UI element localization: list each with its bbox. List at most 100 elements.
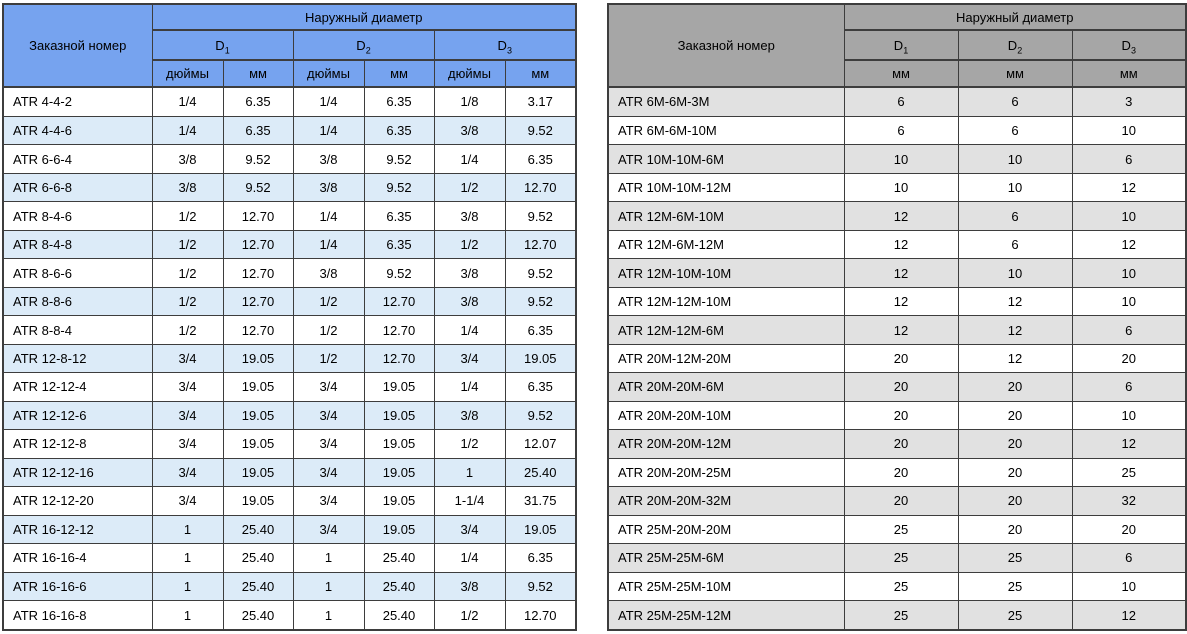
d2-mm-cell: 12 (957, 315, 1073, 345)
order-number-cell: ATR 12-8-12 (2, 343, 153, 374)
order-number-cell: ATR 10M-10M-12M (607, 172, 845, 203)
d3-mm-cell: 12 (1071, 229, 1187, 260)
d2-mm-cell: 19.05 (363, 457, 435, 488)
d1-mm-cell: 19.05 (222, 372, 294, 402)
d3-inches-cell: 1-1/4 (433, 486, 506, 516)
table-row: ATR 20M-20M-25M 20 20 25 (607, 457, 1187, 488)
table-row: ATR 4-4-6 1/4 6.35 1/4 6.35 3/8 9.52 (2, 115, 577, 146)
order-number-cell: ATR 6M-6M-3M (607, 86, 845, 117)
table-row: ATR 12-8-12 3/4 19.05 1/2 12.70 3/4 19.0… (2, 343, 577, 374)
d3-inches-cell: 3/8 (433, 201, 506, 231)
d3-mm-cell: 6.35 (504, 372, 577, 402)
order-number-cell: ATR 12-12-16 (2, 457, 153, 488)
order-number-cell: ATR 12-12-6 (2, 400, 153, 431)
d2-inches-cell: 1 (292, 600, 365, 631)
d3-inches-cell: 3/8 (433, 571, 506, 602)
d3-mm-cell: 6 (1071, 543, 1187, 573)
d2-mm-cell: 6 (957, 229, 1073, 260)
d3-mm-unit-header: мм (504, 59, 577, 88)
d2-inches-cell: 3/4 (292, 486, 365, 516)
d1-header: D1 (151, 29, 294, 61)
table-row: ATR 25M-25M-12M 25 25 12 (607, 600, 1187, 631)
d2-mm-cell: 20 (957, 372, 1073, 402)
d3-mm-cell: 12.70 (504, 172, 577, 203)
d2-mm-cell: 6.35 (363, 115, 435, 146)
d3-inches-cell: 1/4 (433, 372, 506, 402)
d2-inches-cell: 3/4 (292, 457, 365, 488)
d1-mm-cell: 6 (843, 86, 959, 117)
d1-mm-cell: 12.70 (222, 258, 294, 288)
d2-mm-cell: 6 (957, 115, 1073, 146)
order-number-cell: ATR 20M-20M-10M (607, 400, 845, 431)
d1-mm-cell: 20 (843, 372, 959, 402)
d1-mm-cell: 10 (843, 144, 959, 174)
d1-mm-cell: 25.40 (222, 543, 294, 573)
d1-inches-cell: 3/4 (151, 372, 224, 402)
d2-mm-cell: 10 (957, 258, 1073, 288)
d1-mm-cell: 25.40 (222, 571, 294, 602)
d1-mm-cell: 25 (843, 543, 959, 573)
d1-mm-cell: 25 (843, 600, 959, 631)
order-number-cell: ATR 6M-6M-10M (607, 115, 845, 146)
d1-mm-cell: 19.05 (222, 400, 294, 431)
table-row: ATR 16-16-4 1 25.40 1 25.40 1/4 6.35 (2, 543, 577, 573)
d1-header: D1 (843, 29, 959, 61)
d2-inches-cell: 1 (292, 543, 365, 573)
d3-mm-cell: 6.35 (504, 543, 577, 573)
table-row: ATR 12M-6M-10M 12 6 10 (607, 201, 1187, 231)
d1-inches-unit-header: дюймы (151, 59, 224, 88)
d2-mm-cell: 6.35 (363, 201, 435, 231)
order-number-cell: ATR 6-6-4 (2, 144, 153, 174)
d3-mm-cell: 6 (1071, 144, 1187, 174)
d2-mm-cell: 19.05 (363, 486, 435, 516)
d3-mm-cell: 31.75 (504, 486, 577, 516)
order-number-cell: ATR 12M-10M-10M (607, 258, 845, 288)
d1-mm-cell: 12 (843, 315, 959, 345)
metric-table-body: ATR 6M-6M-3M 6 6 3 ATR 6M-6M-10M 6 6 10 … (607, 86, 1187, 631)
d3-inches-cell: 3/8 (433, 286, 506, 317)
order-number-cell: ATR 20M-20M-12M (607, 429, 845, 459)
d1-mm-cell: 25.40 (222, 514, 294, 545)
d3-mm-cell: 19.05 (504, 343, 577, 374)
d2-inches-cell: 3/4 (292, 514, 365, 545)
d3-inches-cell: 1/4 (433, 543, 506, 573)
d1-mm-cell: 9.52 (222, 144, 294, 174)
d1-inches-cell: 1/4 (151, 115, 224, 146)
d3-mm-cell: 12 (1071, 429, 1187, 459)
d1-inches-cell: 3/4 (151, 343, 224, 374)
d2-inches-cell: 1/4 (292, 229, 365, 260)
d2-mm-cell: 12 (957, 343, 1073, 374)
table-row: ATR 10M-10M-12M 10 10 12 (607, 172, 1187, 203)
d1-inches-cell: 1/2 (151, 258, 224, 288)
d3-mm-cell: 6 (1071, 315, 1187, 345)
d1-mm-cell: 12 (843, 229, 959, 260)
order-number-cell: ATR 8-4-6 (2, 201, 153, 231)
outer-diameter-header: Наружный диаметр (843, 3, 1187, 31)
order-number-cell: ATR 12M-12M-10M (607, 286, 845, 317)
order-number-cell: ATR 12M-6M-10M (607, 201, 845, 231)
d1-mm-cell: 20 (843, 486, 959, 516)
d1-inches-cell: 3/4 (151, 486, 224, 516)
d2-inches-cell: 3/8 (292, 144, 365, 174)
d3-mm-cell: 12 (1071, 600, 1187, 631)
d2-mm-cell: 25.40 (363, 543, 435, 573)
d1-mm-cell: 12.70 (222, 315, 294, 345)
order-number-cell: ATR 4-4-2 (2, 86, 153, 117)
d1-mm-cell: 19.05 (222, 486, 294, 516)
order-number-cell: ATR 25M-25M-6M (607, 543, 845, 573)
d3-mm-cell: 6.35 (504, 315, 577, 345)
order-number-cell: ATR 20M-20M-25M (607, 457, 845, 488)
d2-inches-unit-header: дюймы (292, 59, 365, 88)
d1-mm-cell: 25 (843, 571, 959, 602)
table-row: ATR 16-12-12 1 25.40 3/4 19.05 3/4 19.05 (2, 514, 577, 545)
order-number-cell: ATR 25M-25M-10M (607, 571, 845, 602)
order-number-header: Заказной номер (2, 3, 153, 88)
order-number-cell: ATR 12M-6M-12M (607, 229, 845, 260)
d3-inches-cell: 3/8 (433, 258, 506, 288)
d1-inches-cell: 1 (151, 543, 224, 573)
order-number-cell: ATR 25M-25M-12M (607, 600, 845, 631)
d2-mm-cell: 25 (957, 571, 1073, 602)
order-number-cell: ATR 8-4-8 (2, 229, 153, 260)
d3-inches-cell: 1/4 (433, 315, 506, 345)
order-number-cell: ATR 16-16-4 (2, 543, 153, 573)
